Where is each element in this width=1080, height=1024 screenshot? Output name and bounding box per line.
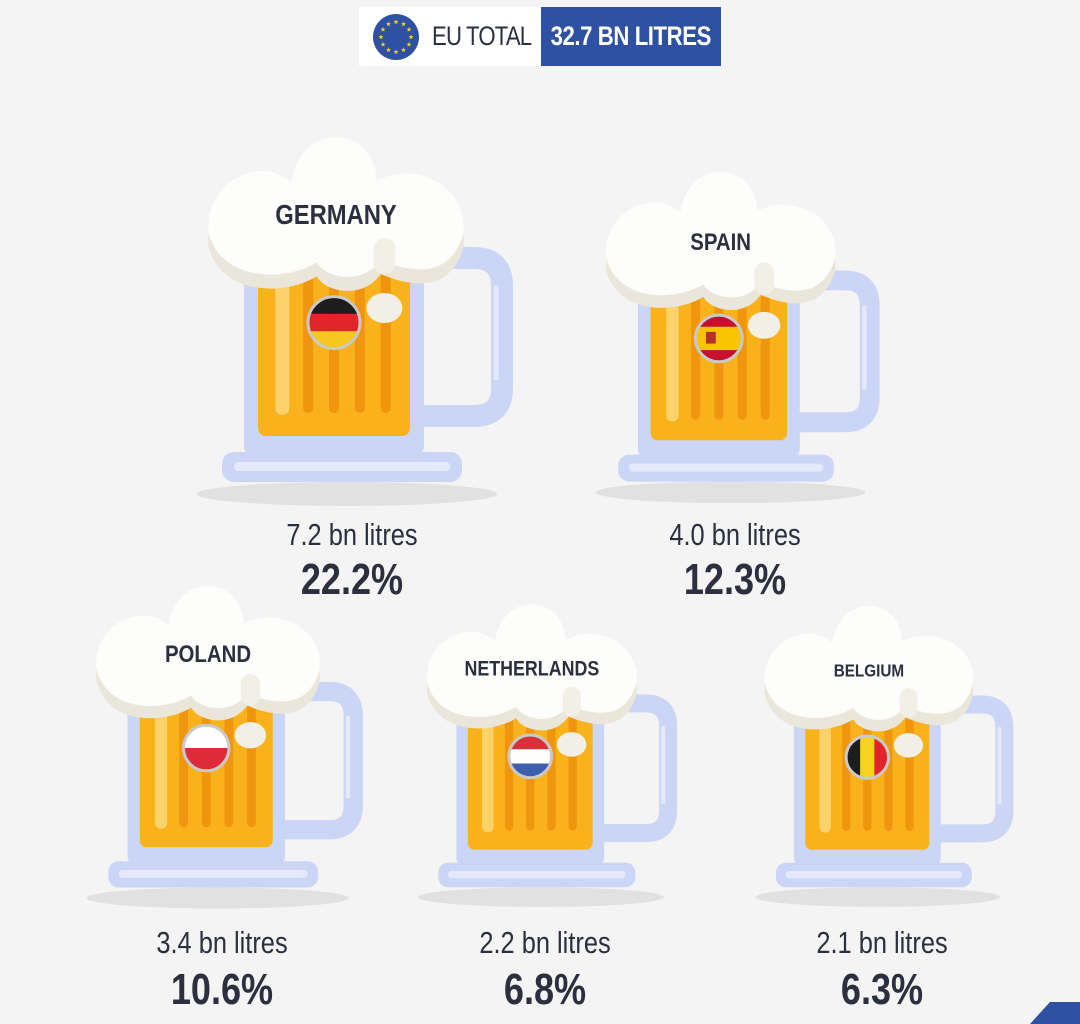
share-label-belgium: 6.3%	[841, 965, 923, 1014]
beer-mug-spain: SPAIN	[595, 172, 880, 504]
country-label-germany: GERMANY	[275, 198, 397, 230]
beer-mug-germany: GERMANY	[197, 137, 513, 506]
eu-total-value: 32.7 BN LITRES	[550, 21, 712, 51]
belgium-flag-icon	[844, 734, 891, 780]
volume-label-spain: 4.0 bn litres	[669, 518, 800, 553]
volume-label-belgium: 2.1 bn litres	[816, 926, 947, 961]
beer-mug-poland: POLAND	[86, 585, 363, 909]
eu-total-value-box: 32.7 BN LITRES	[541, 7, 721, 66]
country-label-belgium: BELGIUM	[834, 661, 904, 681]
germany-flag-icon	[306, 295, 362, 351]
eu-total-header: EU TOTAL 32.7 BN LITRES	[359, 7, 721, 66]
beer-mug-belgium: BELGIUM	[755, 606, 1014, 907]
country-label-netherlands: NETHERLANDS	[464, 657, 599, 681]
country-label-poland: POLAND	[165, 640, 251, 667]
poland-flag-icon	[182, 723, 231, 773]
share-label-poland: 10.6%	[171, 965, 273, 1014]
eu-total-label-box: EU TOTAL	[359, 7, 541, 66]
beer-mug-netherlands: NETHERLANDS	[417, 604, 678, 907]
share-label-germany: 22.2%	[301, 555, 403, 604]
spain-flag-icon	[693, 313, 744, 364]
eu-total-label: EU TOTAL	[432, 21, 532, 51]
country-label-spain: SPAIN	[690, 228, 751, 255]
share-label-netherlands: 6.8%	[504, 965, 586, 1014]
eu-flag-icon	[373, 13, 419, 60]
volume-label-poland: 3.4 bn litres	[156, 926, 287, 961]
volume-label-netherlands: 2.2 bn litres	[479, 926, 610, 961]
netherlands-flag-icon	[507, 733, 554, 780]
share-label-spain: 12.3%	[684, 555, 786, 604]
volume-label-germany: 7.2 bn litres	[286, 518, 417, 553]
